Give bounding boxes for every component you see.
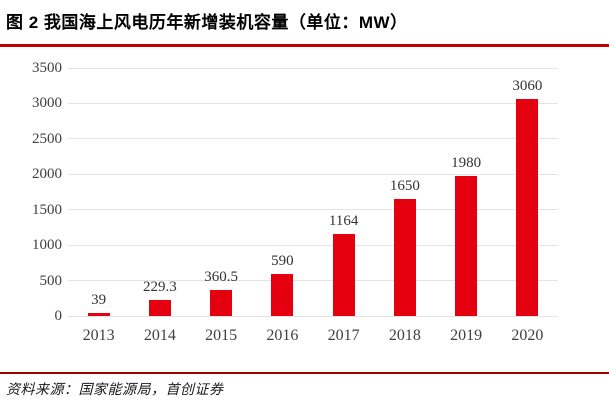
gridline (68, 138, 558, 140)
bar (148, 299, 171, 316)
gridline (68, 280, 558, 282)
bar (393, 199, 416, 316)
bar (455, 175, 478, 316)
y-tick-label: 1000 (32, 237, 62, 254)
gridline (68, 209, 558, 211)
bar-value-label: 360.5 (204, 269, 238, 286)
bar (516, 99, 539, 316)
y-tick-label: 2500 (32, 130, 62, 147)
y-tick-label: 0 (54, 308, 63, 324)
x-tick-label: 2019 (450, 327, 483, 344)
figure-title: 图 2 我国海上风电历年新增装机容量（单位：MW） (6, 13, 408, 32)
bar-value-label: 3060 (512, 78, 543, 95)
x-tick-label: 2018 (388, 327, 421, 344)
bar-value-label: 1650 (389, 178, 420, 195)
gridline (68, 102, 558, 104)
x-tick-label: 2015 (205, 327, 238, 344)
source-rule (0, 372, 609, 374)
gridline (68, 315, 558, 317)
plot-area: 39 2013 229.3 2014 360.5 2015 590 2016 1164 2017 1… (68, 67, 558, 344)
x-tick-label: 2016 (266, 327, 299, 344)
bar-value-label: 229.3 (143, 278, 177, 295)
x-tick-label: 2013 (82, 327, 115, 344)
bar (87, 313, 110, 316)
bar-value-label: 39 (91, 292, 107, 309)
gridline (68, 244, 558, 246)
x-tick-label: 2014 (143, 327, 176, 344)
y-tick-label: 2000 (32, 166, 62, 183)
bar-value-label: 1980 (451, 154, 482, 171)
x-tick-label: 2020 (511, 327, 544, 344)
y-tick-label: 3500 (32, 60, 62, 76)
bar-value-label: 590 (271, 253, 294, 270)
gridline (68, 173, 558, 175)
bar-value-label: 1164 (328, 212, 359, 229)
title-rule (0, 44, 609, 47)
bar (332, 233, 355, 316)
gridline (68, 67, 558, 69)
bar (210, 290, 233, 316)
y-tick-label: 3000 (32, 95, 62, 112)
y-tick-label: 500 (39, 272, 63, 289)
y-tick-label: 1500 (32, 201, 62, 218)
bar (271, 274, 294, 316)
x-tick-label: 2017 (327, 327, 360, 344)
source-note: 资料来源：国家能源局，首创证券 (6, 383, 224, 398)
